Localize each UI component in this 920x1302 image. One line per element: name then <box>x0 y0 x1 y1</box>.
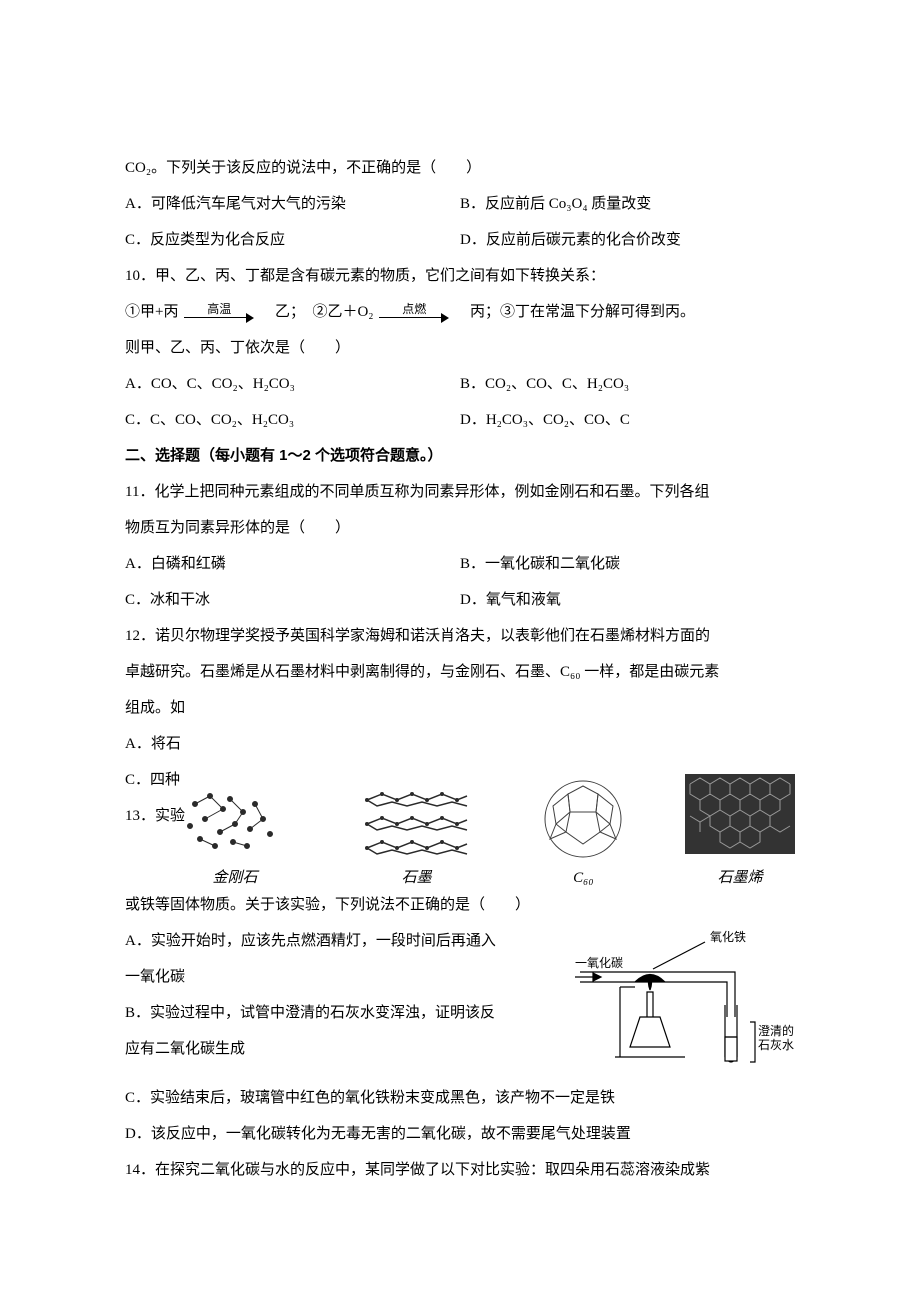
q11-opt-a: A．白磷和红磷 <box>125 546 460 582</box>
q13-opt-d: D．该反应中，一氧化碳转化为无毒无害的二氧化碳，故不需要尾气处理装置 <box>125 1116 795 1152</box>
graphene-caption: 石墨烯 <box>685 869 795 887</box>
section-2-heading: 二、选择题（每小题有 1～2 个选项符合题意。） <box>125 438 795 474</box>
q9-opt-b: B．反应前后 Co₃O₄ 质量改变 <box>460 186 795 222</box>
q9-opt-c: C．反应类型为化合反应 <box>125 222 460 258</box>
q12-opt-c: C．四种 <box>125 762 795 798</box>
q10-opt-d: D．H₂CO₃、CO₂、CO、C <box>460 402 795 438</box>
q10-opt-c: C．C、CO、CO₂、H₂CO₃ <box>125 402 460 438</box>
q10-opt-a: A．CO、C、CO₂、H₂CO₃ <box>125 366 460 402</box>
q13-line2: 或铁等固体物质。关于该实验，下列说法不正确的是（ ） <box>125 887 795 923</box>
label-co: 一氧化碳 <box>575 956 623 970</box>
graphite-caption: 石墨 <box>352 869 482 887</box>
q9-opt-d: D．反应前后碳元素的化合价改变 <box>460 222 795 258</box>
q10-eq-mid1: 乙； ②乙＋O₂ <box>260 304 374 320</box>
q13-line1: 13．实验 <box>125 798 795 834</box>
q10-stem: 10．甲、乙、丙、丁都是含有碳元素的物质，它们之间有如下转换关系： <box>125 258 795 294</box>
q11-opt-b: B．一氧化碳和二氧化碳 <box>460 546 795 582</box>
q10-eq-pre1: ①甲+丙 <box>125 304 178 320</box>
q12-line3: 组成。如 <box>125 690 795 726</box>
q11-line1: 11．化学上把同种元素组成的不同单质互称为同素异形体，例如金刚石和石墨。下列各组 <box>125 474 795 510</box>
q10-equation: ①甲+丙 高温 乙； ②乙＋O₂ 点燃 丙；③丁在常温下分解可得到丙。 <box>125 294 795 330</box>
c60-caption: C₆₀ <box>538 869 628 887</box>
q12-opt-a: A．将石 <box>125 726 795 762</box>
q10-opt-b: B．CO₂、CO、C、H₂CO₃ <box>460 366 795 402</box>
q10-eq-post: 丙；③丁在常温下分解可得到丙。 <box>455 304 695 320</box>
q11-opt-c: C．冰和干冰 <box>125 582 460 618</box>
apparatus-icon: 氧化铁 一氧化碳 澄清的 石灰水 <box>575 927 795 1077</box>
label-fe2o3: 氧化铁 <box>710 930 746 944</box>
apparatus-figure: 氧化铁 一氧化碳 澄清的 石灰水 <box>575 927 795 1080</box>
q11-opt-d: D．氧气和液氧 <box>460 582 795 618</box>
arrow-high-temp: 高温 <box>184 303 254 323</box>
q12-line1: 12．诺贝尔物理学奖授予英国科学家海姆和诺沃肖洛夫，以表彰他们在石墨烯材料方面的 <box>125 618 795 654</box>
q10-line3: 则甲、乙、丙、丁依次是（ ） <box>125 330 795 366</box>
q9-stem: CO₂。下列关于该反应的说法中，不正确的是（ ） <box>125 150 795 186</box>
arrow-ignite: 点燃 <box>379 303 449 323</box>
q11-line2: 物质互为同素异形体的是（ ） <box>125 510 795 546</box>
q13-opt-c: C．实验结束后，玻璃管中红色的氧化铁粉末变成黑色，该产物不一定是铁 <box>125 1080 795 1116</box>
label-lime2: 石灰水 <box>758 1038 794 1052</box>
label-lime1: 澄清的 <box>758 1023 794 1038</box>
q9-opt-a: A．可降低汽车尾气对大气的污染 <box>125 186 460 222</box>
q12-line2: 卓越研究。石墨烯是从石墨材料中剥离制得的，与金刚石、石墨、C₆₀ 一样，都是由碳… <box>125 654 795 690</box>
q14-line1: 14．在探究二氧化碳与水的反应中，某同学做了以下对比实验：取四朵用石蕊溶液染成紫 <box>125 1152 795 1188</box>
diamond-caption: 金刚石 <box>175 869 295 887</box>
